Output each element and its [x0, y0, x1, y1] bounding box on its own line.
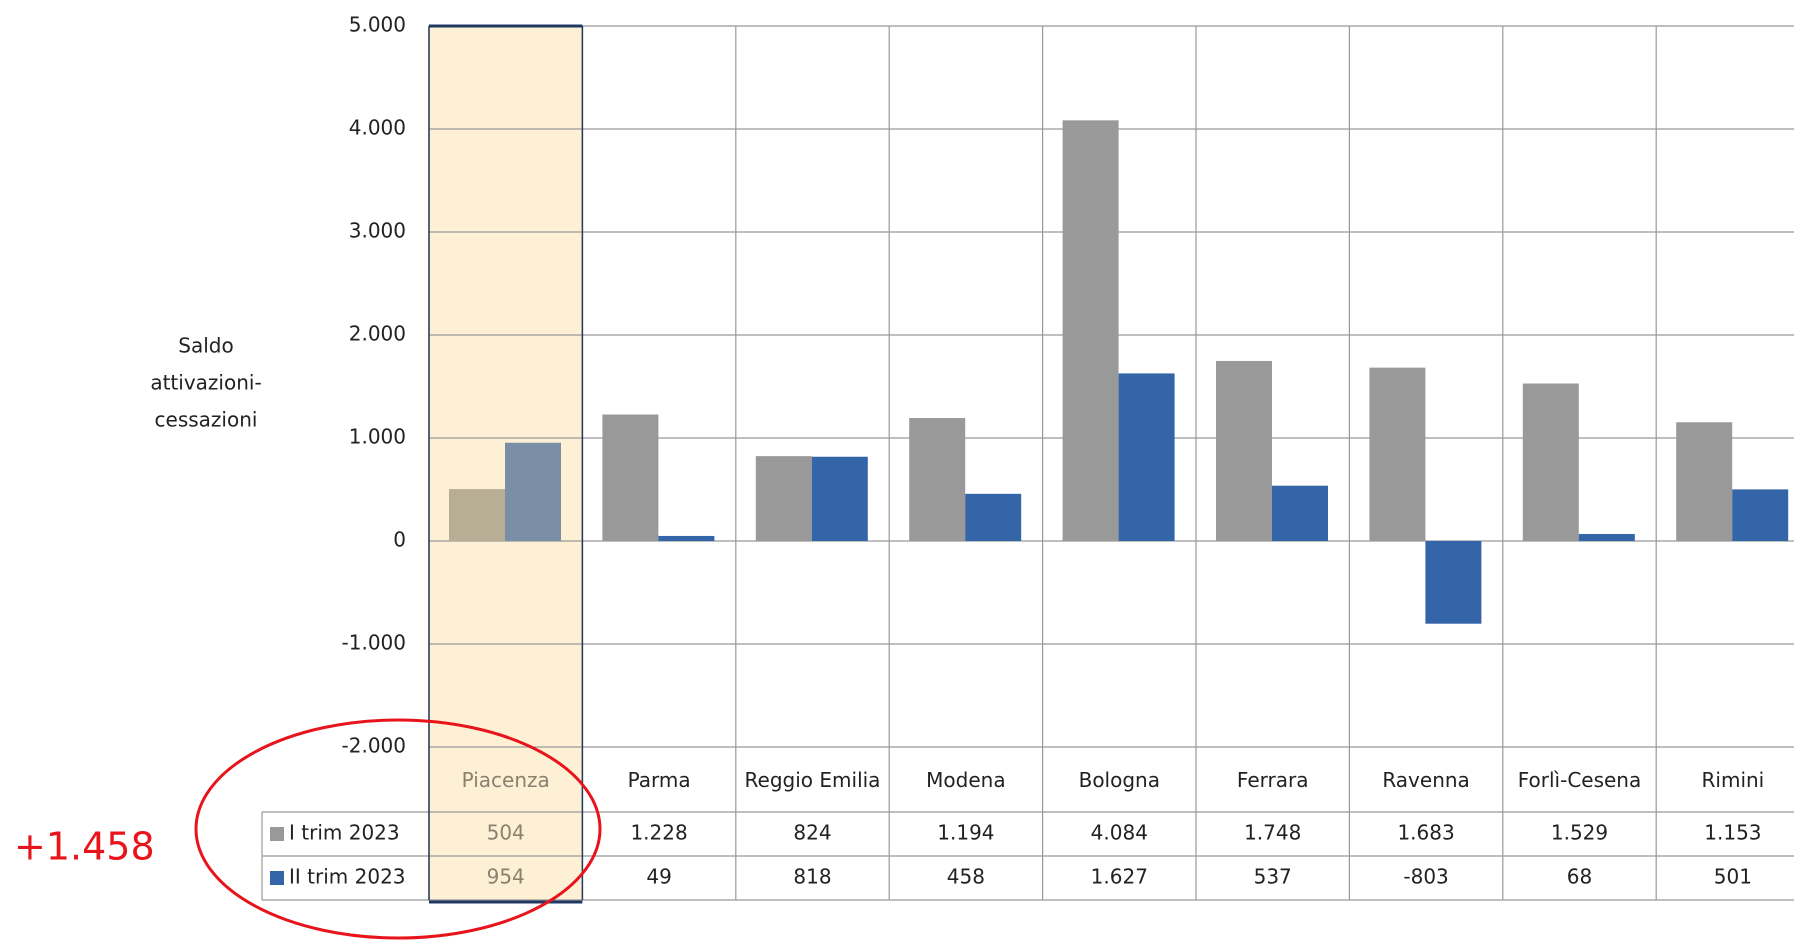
x-tick-label: Reggio Emilia: [744, 767, 881, 792]
table-value: 501: [1714, 865, 1752, 889]
y-tick-label: 1.000: [349, 425, 406, 449]
table-value: 4.084: [1091, 821, 1148, 845]
bar: [811, 456, 868, 541]
table-value: 1.529: [1551, 821, 1608, 845]
x-category-cell: Piacenza: [461, 767, 550, 792]
y-tick-label: -1.000: [342, 631, 406, 655]
table-value: 1.627: [1091, 865, 1148, 889]
x-tick-label: Bologna: [1078, 767, 1160, 792]
y-tick-label: -2.000: [342, 734, 406, 758]
bar: [658, 535, 715, 541]
annotation-ellipse: [194, 718, 602, 940]
bar: [1062, 120, 1119, 542]
y-tick-label: 4.000: [349, 116, 406, 140]
legend-label: II trim 2023: [289, 865, 406, 889]
x-category-cell: Ferrara: [1236, 767, 1309, 792]
x-tick-label: Piacenza: [461, 767, 550, 792]
x-tick-label: Modena: [926, 767, 1006, 792]
bar: [505, 442, 561, 541]
x-tick-label: Ferrara: [1236, 767, 1309, 792]
bar: [1272, 485, 1328, 541]
table-value: 1.748: [1244, 821, 1301, 845]
bar: [1676, 422, 1733, 541]
x-category-cell: Ravenna: [1382, 767, 1470, 792]
x-tick-label: Forlì-Cesena: [1517, 767, 1642, 792]
bar: [1522, 383, 1579, 541]
bar: [755, 456, 812, 541]
bar: [1118, 373, 1175, 541]
bar: [1578, 533, 1635, 541]
table-value: 1.153: [1704, 821, 1761, 845]
y-axis-label: Saldo: [178, 334, 233, 358]
table-value: -803: [1403, 865, 1448, 889]
table-value: 68: [1567, 865, 1592, 889]
x-tick-label: Rimini: [1701, 767, 1765, 792]
y-tick-label: 2.000: [349, 322, 406, 346]
table-value: 824: [793, 821, 831, 845]
table-value: 49: [646, 865, 671, 889]
bar: [602, 414, 659, 541]
x-category-cell: Rimini: [1701, 767, 1765, 792]
bar: [1369, 367, 1426, 541]
table-value: 1.683: [1397, 821, 1454, 845]
x-category-cell: Reggio Emilia: [744, 767, 881, 792]
y-tick-label: 3.000: [349, 219, 406, 243]
table-value: 954: [487, 865, 525, 889]
table-value: 818: [793, 865, 831, 889]
bar: [909, 418, 966, 541]
table-value: 458: [947, 865, 985, 889]
y-tick-label: 0: [393, 528, 406, 552]
table-value: 1.228: [630, 821, 687, 845]
table-value: 1.194: [937, 821, 994, 845]
y-axis-label: attivazioni-: [150, 371, 261, 395]
table-value: 537: [1254, 865, 1292, 889]
legend-swatch: [270, 827, 284, 841]
bar: [1216, 360, 1272, 541]
bar: [1732, 489, 1789, 541]
bar: [449, 489, 505, 541]
table-value: 504: [487, 821, 525, 845]
x-category-cell: Bologna: [1078, 767, 1160, 792]
bar: [965, 493, 1022, 541]
legend-label: I trim 2023: [289, 821, 400, 845]
legend-swatch: [270, 871, 284, 885]
bar: [1425, 541, 1482, 624]
y-axis-label: cessazioni: [155, 408, 258, 432]
y-tick-label: 5.000: [349, 13, 406, 37]
x-category-cell: Forlì-Cesena: [1517, 767, 1642, 792]
x-category-cell: Modena: [926, 767, 1006, 792]
x-tick-label: Ravenna: [1382, 767, 1470, 792]
annotation: +1.458: [14, 825, 155, 869]
x-category-cell: Parma: [627, 767, 691, 792]
x-tick-label: Parma: [627, 767, 691, 792]
